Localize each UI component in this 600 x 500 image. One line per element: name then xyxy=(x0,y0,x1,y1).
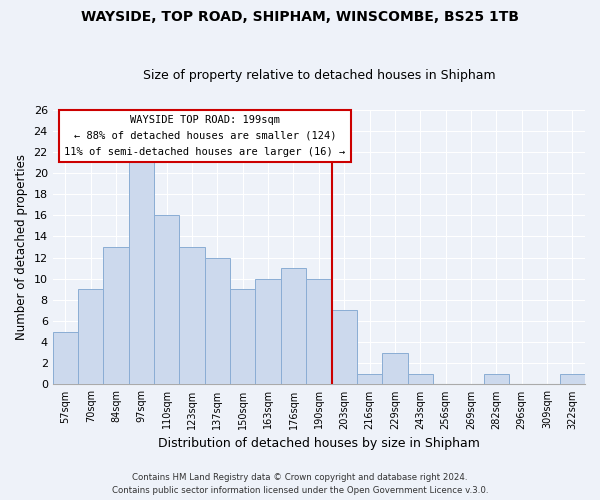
Text: WAYSIDE TOP ROAD: 199sqm
← 88% of detached houses are smaller (124)
11% of semi-: WAYSIDE TOP ROAD: 199sqm ← 88% of detach… xyxy=(64,116,346,156)
Bar xyxy=(78,290,103,384)
Bar xyxy=(205,258,230,384)
Text: Contains HM Land Registry data © Crown copyright and database right 2024.
Contai: Contains HM Land Registry data © Crown c… xyxy=(112,474,488,495)
Bar xyxy=(103,247,129,384)
Bar xyxy=(560,374,585,384)
X-axis label: Distribution of detached houses by size in Shipham: Distribution of detached houses by size … xyxy=(158,437,480,450)
Bar xyxy=(256,278,281,384)
Bar xyxy=(306,278,332,384)
Bar xyxy=(230,290,256,384)
Bar xyxy=(382,352,407,384)
Title: Size of property relative to detached houses in Shipham: Size of property relative to detached ho… xyxy=(143,69,495,82)
Bar xyxy=(154,216,179,384)
Bar xyxy=(129,162,154,384)
Y-axis label: Number of detached properties: Number of detached properties xyxy=(15,154,28,340)
Bar xyxy=(357,374,382,384)
Bar xyxy=(281,268,306,384)
Text: WAYSIDE, TOP ROAD, SHIPHAM, WINSCOMBE, BS25 1TB: WAYSIDE, TOP ROAD, SHIPHAM, WINSCOMBE, B… xyxy=(81,10,519,24)
Bar xyxy=(179,247,205,384)
Bar xyxy=(484,374,509,384)
Bar xyxy=(332,310,357,384)
Bar xyxy=(53,332,78,384)
Bar xyxy=(407,374,433,384)
